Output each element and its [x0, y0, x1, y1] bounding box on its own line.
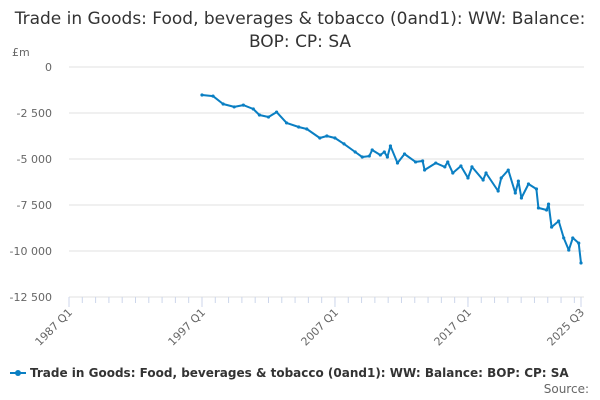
data-point [388, 144, 393, 148]
x-tick-label: 1997 Q1 [166, 306, 209, 349]
data-point [567, 248, 571, 252]
data-point [305, 127, 309, 131]
data-point [550, 225, 554, 229]
data-point [534, 187, 539, 191]
data-point [536, 206, 541, 210]
data-point [367, 154, 371, 158]
x-tick-label: 2025 Q3 [545, 306, 588, 349]
data-point [378, 153, 382, 157]
data-point [557, 219, 561, 223]
x-tick-label: 2017 Q1 [432, 306, 475, 349]
data-point [577, 241, 581, 245]
data-point [546, 202, 551, 206]
data-point [499, 176, 503, 180]
data-point [241, 103, 245, 107]
data-point [446, 160, 450, 164]
data-point [402, 152, 407, 156]
y-axis-label: £m [12, 46, 30, 59]
data-point [360, 155, 364, 159]
data-point [325, 134, 329, 138]
data-point [562, 236, 566, 240]
data-point [484, 171, 488, 175]
data-point [513, 191, 517, 195]
data-point [466, 176, 470, 180]
data-point [370, 148, 374, 152]
data-point [353, 150, 357, 154]
data-point [571, 236, 575, 240]
data-point [443, 165, 447, 169]
data-point [382, 150, 386, 154]
y-tick-label: -5 000 [17, 153, 52, 166]
data-point [251, 107, 255, 111]
data-point [526, 182, 531, 186]
data-point [333, 136, 337, 140]
legend-label: Trade in Goods: Food, beverages & tobacc… [30, 366, 569, 380]
x-tick-label: 1987 Q1 [33, 306, 76, 349]
x-tick-label: 2007 Q1 [299, 306, 342, 349]
data-point [395, 161, 400, 165]
data-point [516, 179, 520, 183]
data-point [506, 168, 510, 172]
data-point [274, 110, 279, 114]
data-point [318, 136, 322, 140]
data-point [232, 105, 236, 109]
data-point [451, 171, 455, 175]
data-point [519, 196, 524, 200]
y-tick-label: -2 500 [17, 107, 52, 120]
series-line [201, 94, 582, 264]
legend-marker-icon [10, 368, 26, 378]
data-point [470, 165, 474, 169]
data-point [297, 125, 301, 129]
data-point [257, 113, 262, 117]
data-point [481, 178, 485, 182]
data-point [200, 93, 204, 97]
data-point [284, 121, 289, 125]
data-point [544, 208, 549, 212]
source-label: Source: [543, 382, 589, 396]
data-point [211, 94, 215, 98]
y-tick-label: 0 [45, 61, 52, 74]
data-point [434, 161, 438, 165]
y-tick-label: -12 500 [10, 291, 52, 304]
data-point [342, 142, 346, 146]
y-tick-label: -10 000 [10, 245, 52, 258]
data-point [496, 189, 500, 193]
data-point [221, 102, 225, 106]
y-tick-label: -7 500 [17, 199, 52, 212]
data-point [385, 155, 389, 159]
data-point [266, 115, 271, 119]
data-point [459, 164, 463, 168]
chart-title: Trade in Goods: Food, beverages & tobacc… [14, 9, 586, 52]
data-point [579, 261, 583, 265]
data-point [423, 168, 427, 172]
data-point [421, 159, 425, 163]
legend-item[interactable]: Trade in Goods: Food, beverages & tobacc… [10, 366, 569, 380]
data-point [413, 160, 418, 164]
